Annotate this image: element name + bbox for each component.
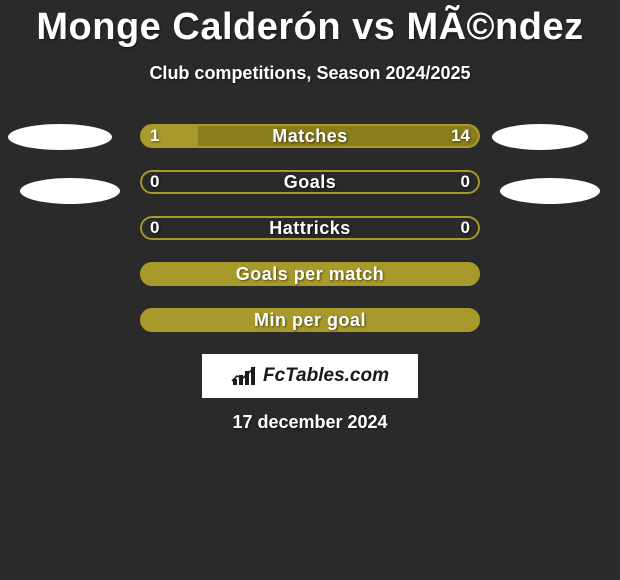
stat-bars: 114Matches 00Goals 00Hattricks Goals per ma…	[140, 124, 480, 332]
logo-chart-icon	[231, 365, 257, 387]
stat-label: Matches	[140, 124, 480, 148]
stat-label: Min per goal	[140, 308, 480, 332]
stat-label: Goals per match	[140, 262, 480, 286]
stat-row: Goals per match	[140, 262, 480, 286]
player-avatar-oval	[492, 124, 588, 150]
page-title: Monge Calderón vs MÃ©ndez	[0, 0, 620, 49]
stat-row: Min per goal	[140, 308, 480, 332]
logo-text: FcTables.com	[263, 365, 389, 387]
player-avatar-oval	[500, 178, 600, 204]
comparison-infographic: Monge Calderón vs MÃ©ndez Club competiti…	[0, 0, 620, 580]
stat-label: Hattricks	[140, 216, 480, 240]
fctables-logo: FcTables.com	[202, 354, 418, 398]
stat-row: 00Goals	[140, 170, 480, 194]
stat-row: 00Hattricks	[140, 216, 480, 240]
player-avatar-oval	[8, 124, 112, 150]
stat-label: Goals	[140, 170, 480, 194]
page-subtitle: Club competitions, Season 2024/2025	[0, 63, 620, 84]
chart-area: 114Matches 00Goals 00Hattricks Goals per ma…	[0, 124, 620, 332]
date-stamp: 17 december 2024	[0, 412, 620, 433]
stat-row: 114Matches	[140, 124, 480, 148]
player-avatar-oval	[20, 178, 120, 204]
